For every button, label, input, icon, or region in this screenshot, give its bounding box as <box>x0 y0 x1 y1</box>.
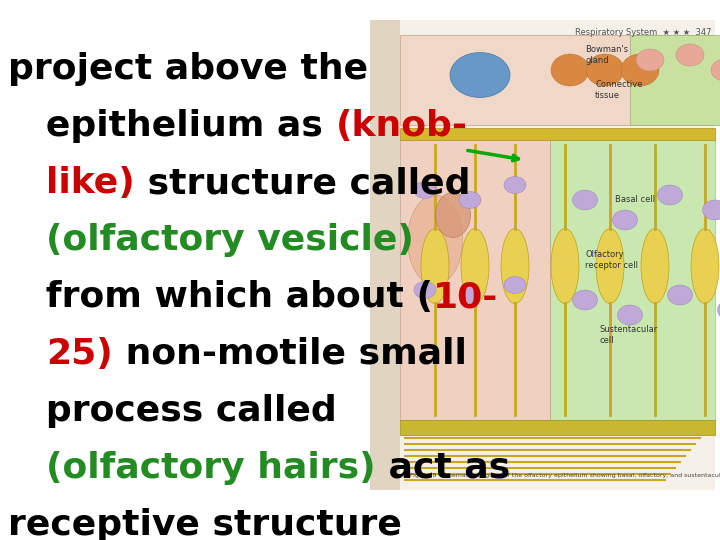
Text: non-motile small: non-motile small <box>112 337 467 371</box>
Ellipse shape <box>501 228 529 303</box>
Text: Respiratory System  ★ ★ ★  347: Respiratory System ★ ★ ★ 347 <box>575 28 711 37</box>
Ellipse shape <box>613 210 637 230</box>
Text: structure called: structure called <box>135 166 470 200</box>
Ellipse shape <box>703 200 720 220</box>
Ellipse shape <box>414 281 436 299</box>
Ellipse shape <box>450 52 510 98</box>
Text: receptive structure: receptive structure <box>8 508 402 540</box>
Ellipse shape <box>414 181 436 199</box>
Text: process called: process called <box>8 394 337 428</box>
Text: 10-: 10- <box>433 280 498 314</box>
Text: 25): 25) <box>46 337 112 371</box>
Bar <box>550 140 715 420</box>
Ellipse shape <box>572 190 598 210</box>
Ellipse shape <box>586 54 624 86</box>
Text: (olfactory hairs): (olfactory hairs) <box>46 451 376 485</box>
Ellipse shape <box>408 195 462 285</box>
Text: Fig. 11.8  Schematic diagram of the olfactory epithelium showing basal, olfactor: Fig. 11.8 Schematic diagram of the olfac… <box>410 472 720 477</box>
Text: Basal cell: Basal cell <box>615 195 655 205</box>
Text: Sustentacular
cell: Sustentacular cell <box>600 325 658 345</box>
Ellipse shape <box>596 228 624 303</box>
Ellipse shape <box>618 305 642 325</box>
Bar <box>370 20 715 490</box>
Ellipse shape <box>551 54 589 86</box>
Ellipse shape <box>718 300 720 320</box>
Text: Olfactory
receptor cell: Olfactory receptor cell <box>585 251 638 269</box>
Ellipse shape <box>504 177 526 193</box>
Text: (olfactory vesicle): (olfactory vesicle) <box>46 223 414 257</box>
Ellipse shape <box>691 228 719 303</box>
Ellipse shape <box>636 49 664 71</box>
Ellipse shape <box>551 228 579 303</box>
Text: project above the: project above the <box>8 52 368 86</box>
Ellipse shape <box>572 290 598 310</box>
Ellipse shape <box>504 276 526 294</box>
Text: from which about (: from which about ( <box>8 280 433 314</box>
Ellipse shape <box>621 54 659 86</box>
Ellipse shape <box>641 228 669 303</box>
Bar <box>630 35 720 125</box>
Text: Connective
tissue: Connective tissue <box>595 80 642 100</box>
Ellipse shape <box>459 287 481 303</box>
Bar <box>400 35 715 125</box>
Text: act as: act as <box>376 451 510 485</box>
Text: Bowman's
gland: Bowman's gland <box>585 45 628 65</box>
Ellipse shape <box>436 192 470 238</box>
Text: like): like) <box>46 166 135 200</box>
Ellipse shape <box>711 59 720 81</box>
Ellipse shape <box>657 185 683 205</box>
Bar <box>400 140 550 420</box>
Ellipse shape <box>667 285 693 305</box>
Text: epithelium as: epithelium as <box>8 109 336 143</box>
Ellipse shape <box>421 228 449 303</box>
Bar <box>400 128 715 140</box>
Ellipse shape <box>459 192 481 208</box>
Bar <box>400 420 715 435</box>
Ellipse shape <box>461 228 489 303</box>
Text: (knob-: (knob- <box>336 109 467 143</box>
Bar <box>370 20 400 490</box>
Ellipse shape <box>676 44 704 66</box>
